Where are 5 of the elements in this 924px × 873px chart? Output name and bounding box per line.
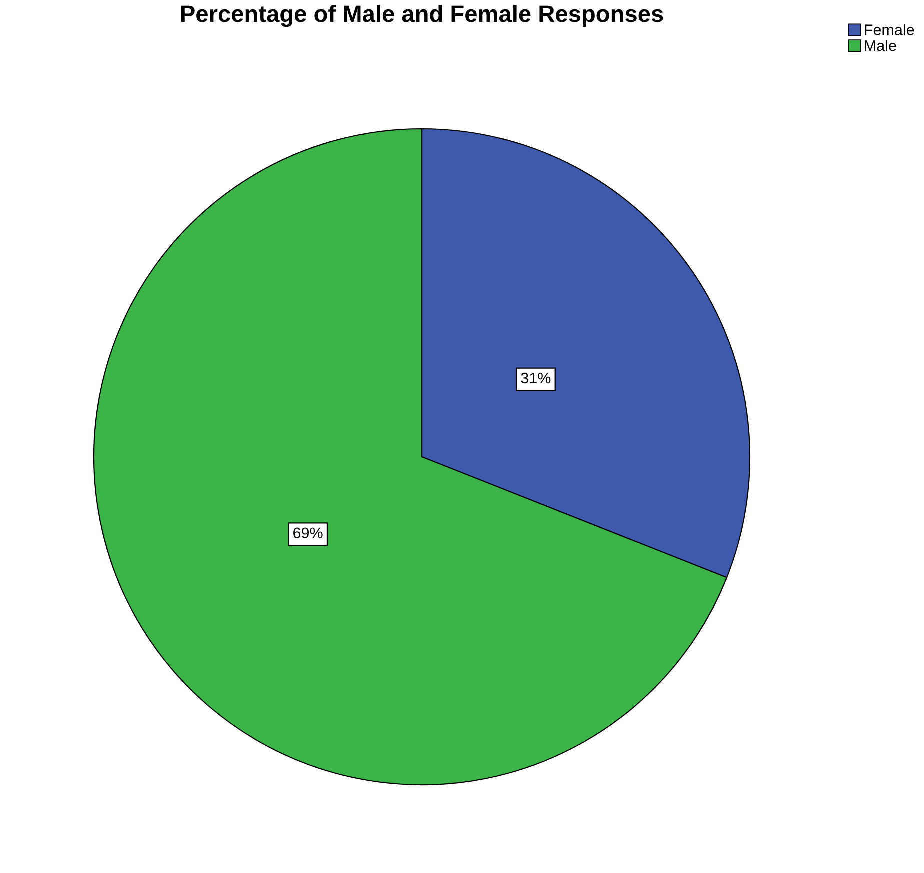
data-label: 69% [294,528,323,539]
data-label: 31% [521,372,551,384]
legend-label: Female [865,24,914,36]
legend-label: Male [865,40,896,52]
chart-title: Percentage of Male and Female Responses [181,5,664,28]
